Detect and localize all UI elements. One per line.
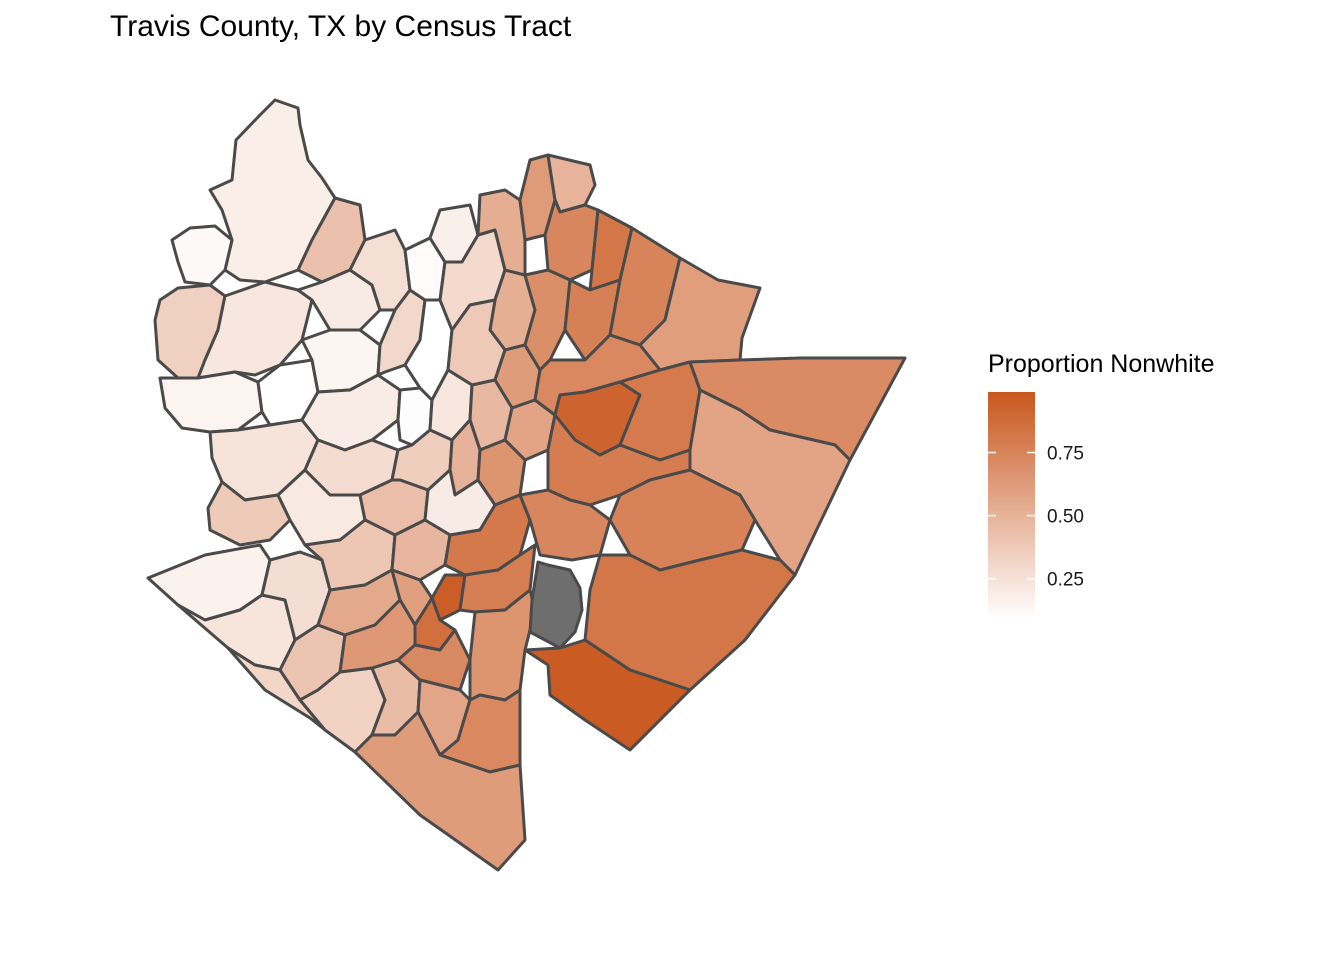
census-tract — [523, 268, 572, 372]
legend-tick-label: 0.75 — [1047, 444, 1084, 465]
census-tract — [518, 488, 612, 562]
census-tracts — [146, 98, 907, 872]
map-title: Travis County, TX by Census Tract — [110, 10, 572, 43]
census-tract — [443, 493, 532, 577]
census-tract — [206, 480, 292, 547]
census-tract — [208, 98, 337, 284]
legend-colorbar — [988, 392, 1035, 619]
census-tract — [196, 280, 314, 380]
census-tract — [170, 224, 234, 287]
legend-ticks: 0.75 0.50 0.25 — [988, 444, 1084, 591]
legend-tick-label: 0.50 — [1047, 507, 1084, 528]
legend: 0.75 0.50 0.25 — [988, 392, 1084, 619]
census-tract — [158, 370, 264, 434]
census-tract — [543, 198, 600, 282]
census-tract-no-data — [528, 560, 584, 650]
legend-title: Proportion Nonwhite — [988, 350, 1215, 378]
census-tract — [523, 638, 692, 752]
census-tract — [353, 710, 527, 872]
legend-tick-label: 0.25 — [1047, 570, 1084, 591]
